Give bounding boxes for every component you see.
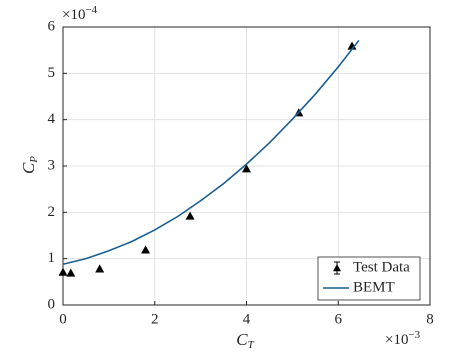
legend-marker (333, 264, 341, 272)
bemt-line (62, 39, 360, 266)
data-point (66, 268, 76, 277)
y-label-sub: P (28, 156, 40, 164)
data-point (141, 245, 151, 254)
y-axis-label: CP (19, 156, 40, 174)
data-point (95, 264, 105, 273)
x-label-sub: T (248, 339, 255, 351)
data-point (58, 267, 68, 276)
legend-box (317, 256, 421, 301)
x-multiplier-exponent: −3 (408, 329, 420, 341)
y-multiplier: ×10−4 (62, 4, 98, 24)
y-tick-label: 0 (48, 296, 56, 312)
legend-label: Test Data (353, 259, 410, 275)
y-label-main: C (19, 162, 38, 174)
y-multiplier-exponent: −4 (85, 4, 97, 16)
x-tick-label: 6 (335, 311, 343, 327)
y-tick-label: 2 (48, 204, 56, 220)
data-point (242, 164, 251, 173)
x-tick-label: 4 (243, 311, 251, 327)
legend-label: BEMT (353, 279, 395, 295)
y-multiplier-base: ×10 (62, 7, 85, 23)
x-tick-label: 0 (59, 311, 67, 327)
x-tick-label: 8 (426, 311, 434, 327)
x-tick-label: 2 (151, 311, 159, 327)
axes-box (62, 26, 431, 306)
data-point (185, 211, 195, 220)
y-tick-label: 3 (48, 157, 56, 173)
x-multiplier: ×10−3 (385, 329, 421, 349)
y-tick-label: 1 (48, 250, 56, 266)
x-axis-label: CT (236, 330, 254, 351)
x-multiplier-base: ×10 (385, 332, 408, 348)
y-tick-label: 4 (48, 111, 56, 127)
y-tick-label: 6 (48, 18, 56, 34)
x-label-main: C (236, 330, 248, 349)
y-tick-label: 5 (48, 65, 56, 81)
